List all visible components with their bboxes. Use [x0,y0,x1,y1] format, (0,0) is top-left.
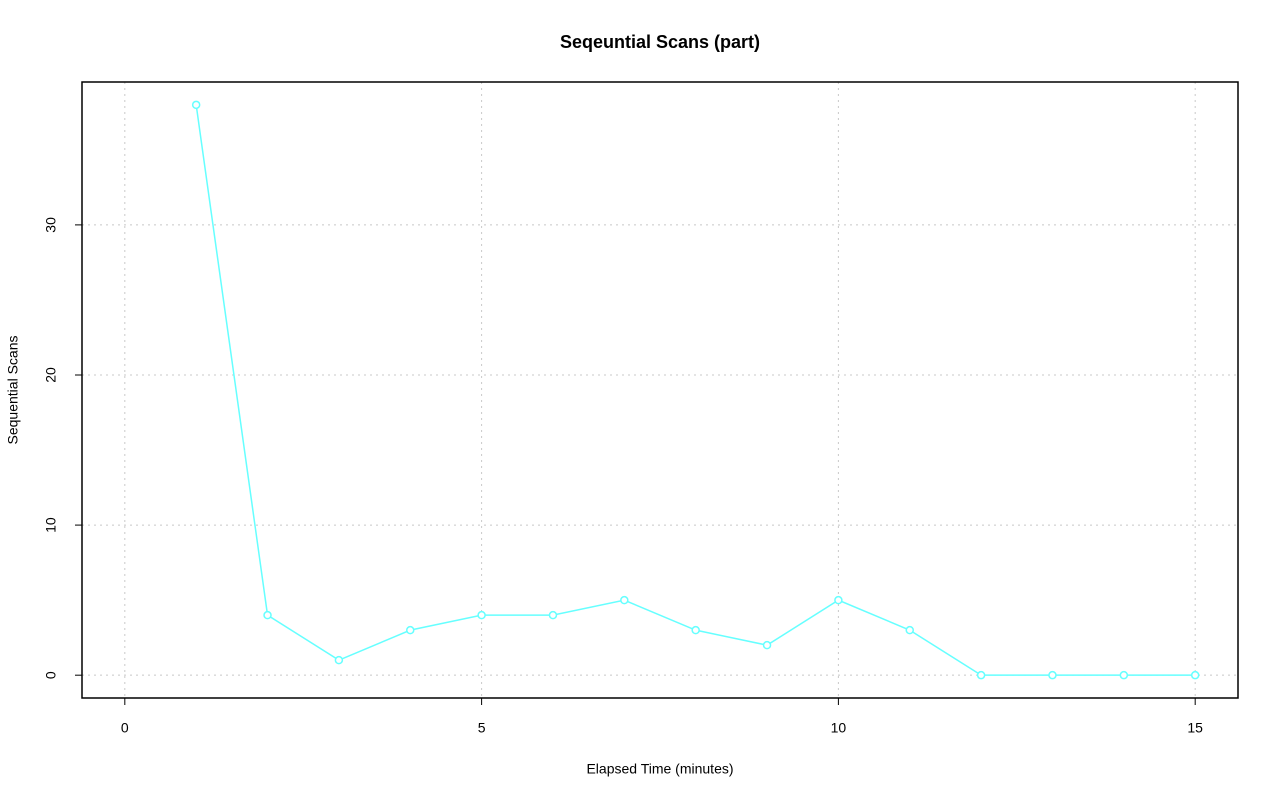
y-tick-label: 30 [43,217,59,233]
data-point [405,625,415,635]
data-point [1119,670,1129,680]
x-tick-label: 10 [831,720,847,736]
data-point [1048,670,1057,680]
data-point [762,640,772,650]
data-point [548,610,558,620]
data-point [263,610,272,620]
series-line [195,104,1196,676]
data-point [905,625,915,635]
x-axis-label: Elapsed Time (minutes) [586,761,733,777]
x-tick-label: 0 [121,720,129,736]
x-tick-label: 15 [1187,720,1203,736]
y-tick-label: 0 [43,671,59,679]
data-point [191,100,201,110]
chart-title: Seqeuntial Scans (part) [560,32,760,52]
data-point [477,610,486,620]
y-tick-label: 20 [43,367,59,383]
x-tick-label: 5 [478,720,486,736]
data-point [620,595,629,605]
data-point [334,655,344,665]
data-point [834,595,843,605]
y-tick-label: 10 [43,517,59,533]
plot-frame [81,81,1239,699]
data-point [1190,670,1200,680]
y-axis-label: Sequential Scans [5,336,21,445]
data-point [976,670,986,680]
data-point [691,625,700,635]
